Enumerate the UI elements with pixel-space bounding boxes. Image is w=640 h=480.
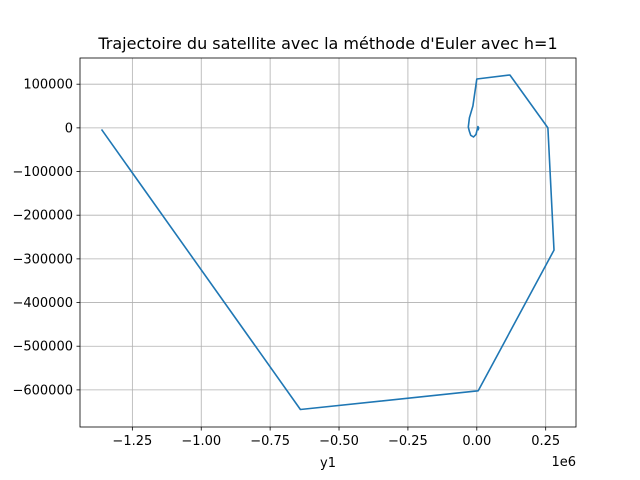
y-tick-label: 100000 <box>23 78 73 93</box>
x-tick-label: −1.00 <box>181 434 221 449</box>
y-tick-label: −300000 <box>12 252 73 267</box>
x-axis-ticks: −1.25 −1.00 −0.75 −0.50 −0.25 0.00 0.25 <box>112 427 560 449</box>
x-tick-label: −1.25 <box>112 434 152 449</box>
trajectory-line <box>100 74 555 411</box>
y-tick-label: −400000 <box>12 296 73 311</box>
series-layer <box>100 74 555 411</box>
x-axis-label: y1 <box>320 456 336 471</box>
y-axis-ticks: 100000 0 −100000 −200000 −300000 −400000 −5000… <box>12 78 80 398</box>
x-tick-label: 0.00 <box>462 434 491 449</box>
x-tick-label: −0.25 <box>388 434 428 449</box>
y-tick-label: −500000 <box>12 340 73 355</box>
x-tick-label: 0.25 <box>531 434 560 449</box>
chart-title: Trajectoire du satellite avec la méthode… <box>97 34 557 53</box>
y-tick-label: −600000 <box>12 383 73 398</box>
x-tick-label: −0.75 <box>250 434 290 449</box>
plot-frame <box>79 57 577 428</box>
y-tick-label: −200000 <box>12 209 73 224</box>
y-tick-label: −100000 <box>12 165 73 180</box>
y-tick-label: 0 <box>65 121 73 136</box>
x-axis-offset-label: 1e6 <box>551 455 576 470</box>
grid-lines <box>80 58 576 427</box>
x-tick-label: −0.50 <box>319 434 359 449</box>
